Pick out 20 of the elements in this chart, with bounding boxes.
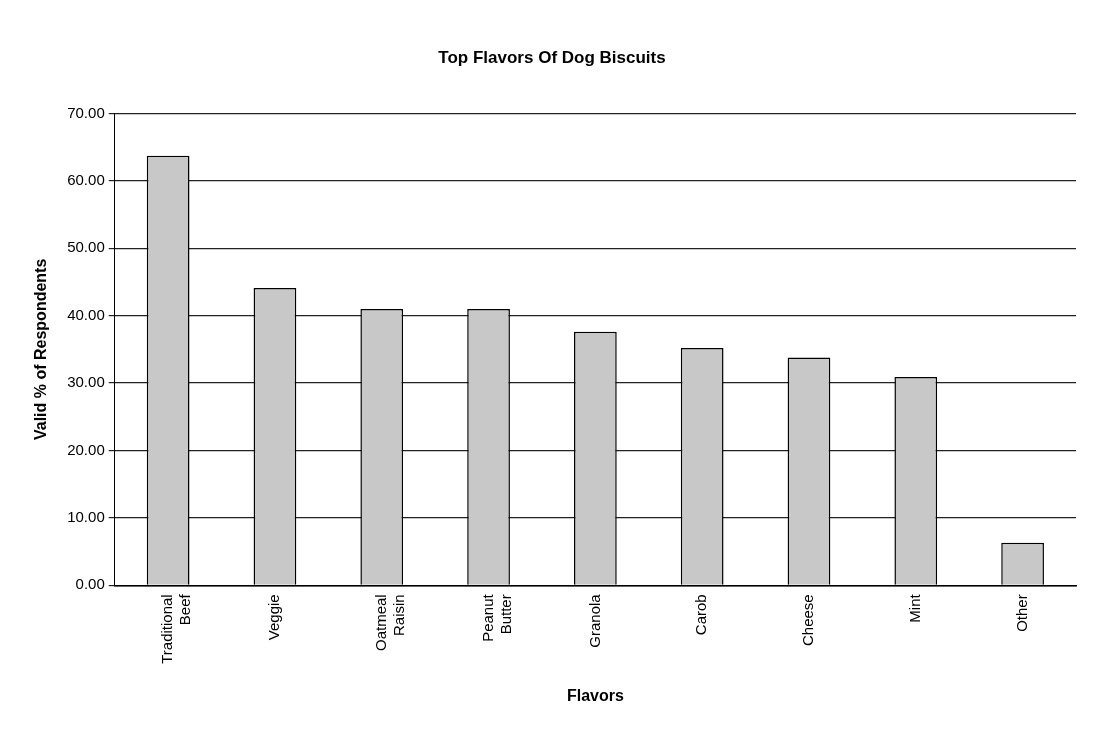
y-tick-label: 50.00 xyxy=(67,238,105,256)
x-tick-label: Oatmeal Raisin xyxy=(371,594,407,652)
y-tick-label: 30.00 xyxy=(67,373,105,391)
chart-title: Top Flavors Of Dog Biscuits xyxy=(438,47,666,67)
y-tick-label: 70.00 xyxy=(67,103,105,121)
y-tick-label: 0.00 xyxy=(75,575,105,593)
x-tick-label: Traditional Beef xyxy=(158,593,194,664)
x-tick-label: Carob xyxy=(692,594,710,636)
x-axis-title: Flavors xyxy=(566,686,624,704)
x-tick-label: Granola xyxy=(585,593,603,648)
x-tick-label: Cheese xyxy=(799,594,817,647)
y-tick-label: 40.00 xyxy=(67,305,105,323)
x-tick-label: Other xyxy=(1012,594,1030,632)
y-tick-label: 10.00 xyxy=(67,508,105,526)
x-tick-label: Peanut Butter xyxy=(478,593,514,642)
x-tick-label: Veggie xyxy=(265,594,283,641)
y-axis-title: Valid % of Respondents xyxy=(32,258,50,441)
x-tick-label: Mint xyxy=(905,593,923,623)
y-tick-label: 60.00 xyxy=(67,170,105,188)
y-tick-label: 20.00 xyxy=(67,440,105,458)
